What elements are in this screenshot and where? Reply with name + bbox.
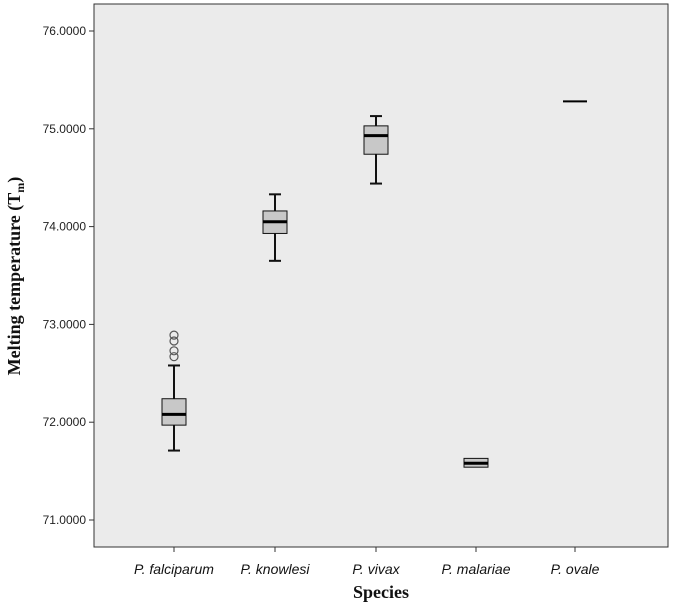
y-tick-label: 73.0000 bbox=[43, 317, 87, 331]
y-axis: 71.0000 72.0000 73.0000 74.0000 75.0000 76.00… bbox=[43, 24, 94, 527]
y-tick-label: 72.0000 bbox=[43, 415, 87, 429]
x-tick-label: P. falciparum bbox=[134, 561, 214, 577]
x-tick-label: P. knowlesi bbox=[240, 561, 310, 577]
box-group bbox=[463, 457, 489, 468]
outlier-point bbox=[169, 336, 179, 346]
x-tick-label: P. vivax bbox=[352, 561, 400, 577]
x-axis-title: Species bbox=[353, 582, 409, 602]
box-iqr bbox=[161, 398, 187, 426]
box-series bbox=[161, 100, 587, 468]
plot-area bbox=[93, 3, 669, 548]
box-group bbox=[262, 193, 288, 262]
x-axis: P. falciparum P. knowlesi P. vivax P. malar… bbox=[134, 547, 600, 577]
box-group bbox=[161, 330, 187, 452]
y-axis-title: Melting temperature (Tm) bbox=[4, 177, 27, 376]
y-tick-label: 74.0000 bbox=[43, 220, 87, 234]
y-tick-label: 76.0000 bbox=[43, 24, 87, 38]
x-tick-label: P. ovale bbox=[551, 561, 600, 577]
box-iqr bbox=[363, 125, 389, 155]
outlier-point bbox=[169, 346, 179, 356]
outlier-point bbox=[169, 352, 179, 362]
y-tick-label: 71.0000 bbox=[43, 513, 87, 527]
box-group bbox=[363, 115, 389, 185]
x-tick-label: P. malariae bbox=[441, 561, 510, 577]
outlier-point bbox=[169, 330, 179, 340]
y-tick-label: 75.0000 bbox=[43, 122, 87, 136]
